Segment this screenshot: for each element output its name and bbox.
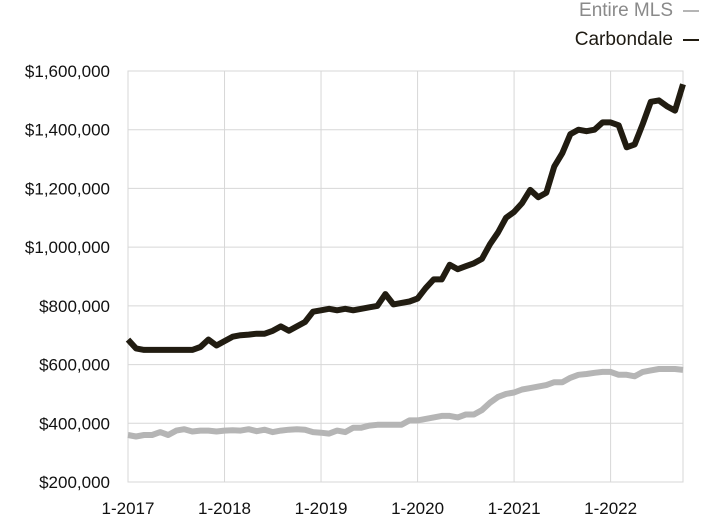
y-tick-label: $600,000 <box>39 356 110 375</box>
y-tick-label: $200,000 <box>39 473 110 492</box>
legend-label-carbondale: Carbondale <box>574 29 673 50</box>
y-tick-label: $1,000,000 <box>25 238 110 257</box>
x-tick-label: 1-2019 <box>295 499 348 518</box>
y-tick-label: $1,200,000 <box>25 179 110 198</box>
legend-label-entire-mls: Entire MLS <box>579 0 673 21</box>
x-tick-label: 1-2022 <box>584 499 637 518</box>
series-line-entire-mls <box>127 366 684 440</box>
legend-swatch-carbondale <box>683 39 699 41</box>
x-tick-label: 1-2017 <box>102 499 155 518</box>
legend-entry-carbondale: Carbondale <box>575 29 699 51</box>
y-tick-label: $400,000 <box>39 414 110 433</box>
y-tick-label: $1,400,000 <box>25 121 110 140</box>
x-tick-label: 1-2018 <box>198 499 251 518</box>
series-lines <box>125 83 686 440</box>
legend-entry-entire-mls: Entire MLS <box>579 0 699 22</box>
y-tick-label: $1,600,000 <box>25 62 110 81</box>
y-tick-label: $800,000 <box>39 297 110 316</box>
series-line-carbondale <box>125 83 686 353</box>
grid <box>127 70 684 483</box>
x-tick-label: 1-2020 <box>391 499 444 518</box>
legend-swatch-entire-mls <box>683 10 699 12</box>
x-tick-label: 1-2021 <box>488 499 541 518</box>
axis-tick-labels: $200,000 $400,000 $600,000 $800,000 $1,000,0… <box>25 62 637 518</box>
